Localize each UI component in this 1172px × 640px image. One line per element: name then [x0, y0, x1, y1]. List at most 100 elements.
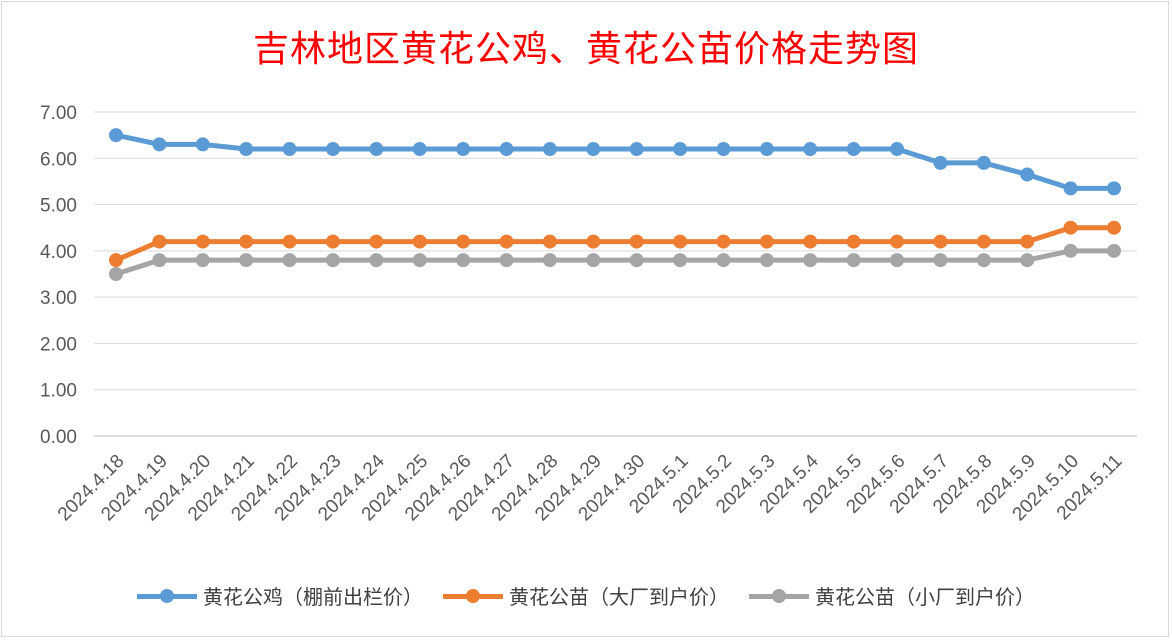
data-point-series-2: [109, 267, 123, 281]
y-tick-label: 7.00: [40, 103, 77, 124]
data-point-series-0: [195, 137, 210, 152]
data-point-series-0: [976, 155, 991, 170]
gridlines: [94, 111, 1137, 437]
data-point-series-1: [325, 234, 340, 249]
chart-title: 吉林地区黄花公鸡、黄花公苗价格走势图: [252, 29, 919, 70]
data-point-series-0: [325, 142, 340, 157]
y-tick-label: 1.00: [40, 381, 77, 402]
data-point-series-0: [456, 142, 471, 157]
y-tick-label: 5.00: [40, 196, 77, 217]
data-point-series-0: [1063, 181, 1078, 196]
data-point-series-2: [499, 253, 514, 268]
data-point-series-1: [152, 234, 167, 249]
data-point-series-1: [890, 234, 905, 249]
y-tick-label: 0.00: [40, 427, 77, 448]
legend-label-series-1: 黄花公苗（大厂到户价）: [509, 585, 729, 609]
data-point-series-2: [1020, 253, 1035, 268]
data-point-series-1: [456, 234, 471, 249]
data-point-series-2: [716, 253, 731, 268]
data-point-series-0: [109, 128, 123, 143]
data-point-series-0: [890, 142, 905, 157]
data-point-series-2: [325, 253, 340, 268]
data-point-series-0: [759, 142, 774, 157]
data-point-series-2: [1063, 243, 1078, 258]
y-tick-label: 2.00: [40, 334, 77, 355]
data-point-series-1: [673, 234, 688, 249]
data-point-series-0: [586, 142, 601, 157]
y-tick-label: 4.00: [40, 242, 77, 263]
data-point-series-0: [716, 142, 731, 157]
data-point-series-2: [1107, 243, 1121, 258]
data-point-series-1: [195, 234, 210, 249]
data-point-series-1: [1020, 234, 1035, 249]
data-point-series-2: [890, 253, 905, 268]
data-point-series-1: [239, 234, 254, 249]
x-axis-ticks: 2024.4.182024.4.192024.4.202024.4.212024…: [54, 450, 1127, 525]
data-point-series-2: [976, 253, 991, 268]
legend-label-series-0: 黄花公鸡（棚前出栏价）: [203, 585, 423, 609]
legend-swatch-series-0: [137, 586, 197, 606]
series-line-2: [113, 248, 1117, 277]
series-line-1: [113, 225, 1117, 263]
series-layer: [109, 128, 1121, 281]
data-point-series-2: [673, 253, 688, 268]
legend-swatch-series-1: [443, 586, 503, 606]
data-point-series-2: [412, 253, 427, 268]
data-point-series-1: [542, 234, 557, 249]
data-point-series-2: [282, 253, 297, 268]
data-point-series-1: [282, 234, 297, 249]
data-point-series-0: [1020, 167, 1035, 182]
legend-item-series-1: 黄花公苗（大厂到户价）: [443, 581, 729, 610]
data-point-series-1: [933, 234, 948, 249]
data-point-series-0: [846, 142, 861, 157]
legend-item-series-0: 黄花公鸡（棚前出栏价）: [137, 581, 423, 610]
data-point-series-0: [803, 142, 818, 157]
data-point-series-1: [716, 234, 731, 249]
y-tick-label: 3.00: [40, 288, 77, 309]
data-point-series-1: [759, 234, 774, 249]
data-point-series-1: [1107, 220, 1121, 235]
legend: 黄花公鸡（棚前出栏价） 黄花公苗（大厂到户价） 黄花公苗（小厂到户价）: [0, 581, 1172, 610]
data-point-series-0: [629, 142, 644, 157]
data-point-series-0: [412, 142, 427, 157]
data-point-series-0: [282, 142, 297, 157]
data-point-series-1: [803, 234, 818, 249]
data-point-series-2: [586, 253, 601, 268]
data-point-series-1: [109, 253, 123, 268]
data-point-series-1: [586, 234, 601, 249]
data-point-series-0: [369, 142, 384, 157]
data-point-series-1: [369, 234, 384, 249]
data-point-series-2: [629, 253, 644, 268]
legend-item-series-2: 黄花公苗（小厂到户价）: [749, 581, 1035, 610]
series-line-0: [113, 132, 1117, 191]
data-point-series-1: [629, 234, 644, 249]
data-point-series-2: [152, 253, 167, 268]
data-point-series-1: [499, 234, 514, 249]
data-point-series-2: [239, 253, 254, 268]
data-point-series-1: [1063, 220, 1078, 235]
data-point-series-0: [499, 142, 514, 157]
y-tick-label: 6.00: [40, 149, 77, 170]
data-point-series-2: [456, 253, 471, 268]
legend-label-series-2: 黄花公苗（小厂到户价）: [815, 585, 1035, 609]
data-point-series-2: [195, 253, 210, 268]
data-point-series-2: [542, 253, 557, 268]
data-point-series-2: [846, 253, 861, 268]
data-point-series-1: [412, 234, 427, 249]
data-point-series-2: [369, 253, 384, 268]
legend-swatch-series-2: [749, 586, 809, 606]
data-point-series-2: [759, 253, 774, 268]
data-point-series-2: [803, 253, 818, 268]
data-point-series-0: [1107, 181, 1121, 196]
data-point-series-1: [846, 234, 861, 249]
data-point-series-0: [933, 155, 948, 170]
data-point-series-0: [673, 142, 688, 157]
data-point-series-0: [542, 142, 557, 157]
data-point-series-0: [239, 142, 254, 157]
data-point-series-1: [976, 234, 991, 249]
data-point-series-0: [152, 137, 167, 152]
data-point-series-2: [933, 253, 948, 268]
y-axis-ticks: 0.00 1.00 2.00 3.00 4.00 5.00 6.00 7.00: [40, 103, 77, 448]
